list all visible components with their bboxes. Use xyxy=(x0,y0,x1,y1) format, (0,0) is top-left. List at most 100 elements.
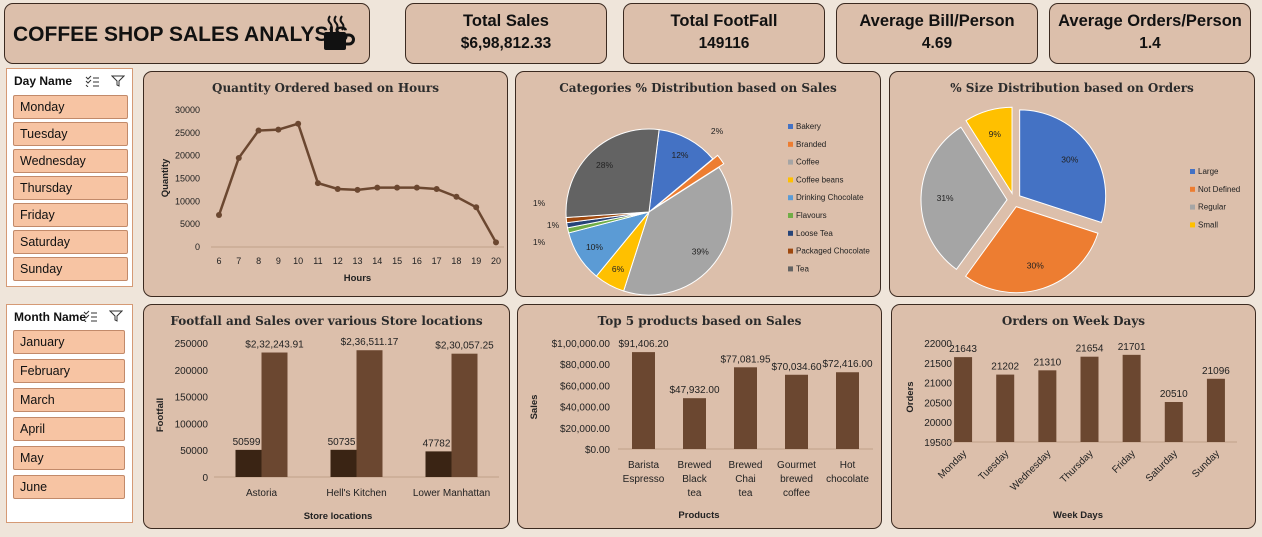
category-pie-svg: 12%2%39%6%10%1%1%1%28%BakeryBrandedCoffe… xyxy=(533,122,870,296)
pie-slice-small xyxy=(965,106,1013,195)
slicer-item-wednesday[interactable]: Wednesday xyxy=(13,149,128,173)
data-label: 21654 xyxy=(1076,344,1104,355)
legend-label: Drinking Chocolate xyxy=(796,193,864,202)
y-tick-label: 20000 xyxy=(924,418,952,429)
data-label: $70,034.60 xyxy=(771,362,821,373)
y-tick-label: 5000 xyxy=(180,219,200,229)
slice-label: 39% xyxy=(692,247,709,257)
coffee-cup-icon xyxy=(324,15,355,50)
slice-label: 1% xyxy=(547,220,560,230)
legend-swatch xyxy=(788,159,793,165)
kpi-label: Average Orders/Person xyxy=(1058,12,1242,30)
dashboard-title: COFFEE SHOP SALES ANALYSIS xyxy=(13,23,349,46)
x-axis-title: Store locations xyxy=(304,511,373,522)
x-tick-label: 8 xyxy=(256,256,261,266)
month-slicer-title: Month Name xyxy=(14,310,86,324)
data-point xyxy=(493,239,499,246)
y-tick-label: $0.00 xyxy=(585,445,610,456)
category-pie-chart: Categories % Distribution based on Sales… xyxy=(515,71,881,297)
data-label: 21310 xyxy=(1033,357,1061,368)
slicer-item-thursday[interactable]: Thursday xyxy=(13,176,128,200)
y-tick-label: 22000 xyxy=(924,339,952,350)
multi-select-icon[interactable] xyxy=(85,75,99,87)
kpi-total-sales: Total Sales $6,98,812.33 xyxy=(405,3,607,64)
kpi-value: $6,98,812.33 xyxy=(460,35,552,52)
legend-label: Large xyxy=(1198,167,1219,176)
pie-slice-branded xyxy=(653,154,725,209)
slicer-item-friday[interactable]: Friday xyxy=(13,203,128,227)
bar xyxy=(683,398,706,449)
slicer-item-tuesday[interactable]: Tuesday xyxy=(13,122,128,146)
bar xyxy=(1122,354,1141,442)
data-label: $2,36,511.17 xyxy=(341,337,399,348)
slicer-item-sunday[interactable]: Sunday xyxy=(13,257,128,281)
slice-label: 31% xyxy=(937,193,954,203)
slicer-item-may[interactable]: May xyxy=(13,446,125,470)
legend-swatch xyxy=(1190,204,1195,210)
legend-label: Small xyxy=(1198,220,1218,229)
kpi-label: Average Bill/Person xyxy=(859,12,1015,30)
x-tick-label: Gourmet xyxy=(777,460,816,471)
top-products-svg: $1,00,000.00 $80,000.00 $60,000.00 $40,000.… xyxy=(529,339,873,521)
slicer-item-april[interactable]: April xyxy=(13,417,125,441)
store-footfall-sales-svg: 250000 200000 150000 100000 50000 0 50599 $2,32… xyxy=(155,337,499,522)
y-tick-label: 25000 xyxy=(175,128,200,138)
x-tick-label: brewed xyxy=(780,474,813,485)
slicer-item-march[interactable]: March xyxy=(13,388,125,412)
day-slicer-title: Day Name xyxy=(14,74,73,88)
data-label: 21643 xyxy=(949,344,977,355)
y-tick-label: 50000 xyxy=(180,446,208,457)
data-point xyxy=(216,212,222,219)
x-tick-label: 18 xyxy=(451,256,461,266)
chart-title: % Size Distribution based on Orders xyxy=(950,81,1194,95)
slicer-item-saturday[interactable]: Saturday xyxy=(13,230,128,254)
x-tick-label: Monday xyxy=(936,448,969,481)
legend-label: Tea xyxy=(796,264,809,273)
slice-label: 30% xyxy=(1061,154,1078,164)
slicer-item-january[interactable]: January xyxy=(13,330,125,354)
kpi-average-bill: Average Bill/Person 4.69 xyxy=(836,3,1038,64)
clear-filter-icon[interactable] xyxy=(111,75,125,87)
hourly-quantity-svg: 30000 25000 20000 15000 10000 5000 0 6 7 8 9 10 11 12… xyxy=(160,105,504,284)
slicer-item-june[interactable]: June xyxy=(13,475,125,499)
size-pie-chart: % Size Distribution based on Orders 30% 3… xyxy=(889,71,1255,297)
y-tick-label: 100000 xyxy=(175,419,209,430)
kpi-average-orders: Average Orders/Person 1.4 xyxy=(1049,3,1251,64)
chart-title: Orders on Week Days xyxy=(1001,314,1146,328)
top-products-chart: Top 5 products based on Sales $1,00,000.… xyxy=(517,304,882,529)
data-point xyxy=(473,204,480,211)
y-tick-label: $1,00,000.00 xyxy=(552,339,611,350)
data-point xyxy=(295,120,302,127)
x-tick-label: Barista xyxy=(628,460,660,471)
pie-slice-bakery xyxy=(648,129,714,214)
x-tick-label: Chai xyxy=(735,474,756,485)
clear-filter-icon[interactable] xyxy=(109,310,123,322)
legend-swatch xyxy=(788,230,793,236)
legend-label: Flavours xyxy=(796,211,827,220)
slicer-item-february[interactable]: February xyxy=(13,359,125,383)
quantity-line xyxy=(217,122,498,244)
slicer-item-monday[interactable]: Monday xyxy=(13,95,128,119)
chart-title: Footfall and Sales over various Store lo… xyxy=(170,314,483,328)
legend-swatch xyxy=(1190,169,1195,174)
data-label: $47,932.00 xyxy=(669,385,719,396)
legend-swatch xyxy=(1190,222,1195,228)
x-tick-label: 7 xyxy=(236,256,241,266)
x-tick-label: 12 xyxy=(333,256,343,266)
multi-select-icon[interactable] xyxy=(83,310,97,322)
x-tick-label: 20 xyxy=(491,256,501,266)
weekday-orders-chart: Orders on Week Days 22000 21500 21000 20500… xyxy=(891,304,1256,529)
x-tick-label: Hot xyxy=(840,460,856,471)
bar xyxy=(1038,370,1057,442)
y-axis-title: Footfall xyxy=(155,398,166,432)
bar xyxy=(1164,402,1183,442)
store-footfall-sales-chart: Footfall and Sales over various Store lo… xyxy=(143,304,510,529)
data-point xyxy=(275,126,282,133)
data-label: 50599 xyxy=(233,437,261,448)
legend-swatch xyxy=(788,195,793,201)
x-tick-label: Espresso xyxy=(623,474,665,485)
data-point xyxy=(374,184,381,191)
sales-bar xyxy=(261,352,288,477)
y-tick-label: 200000 xyxy=(175,366,209,377)
y-tick-label: 15000 xyxy=(175,174,200,184)
